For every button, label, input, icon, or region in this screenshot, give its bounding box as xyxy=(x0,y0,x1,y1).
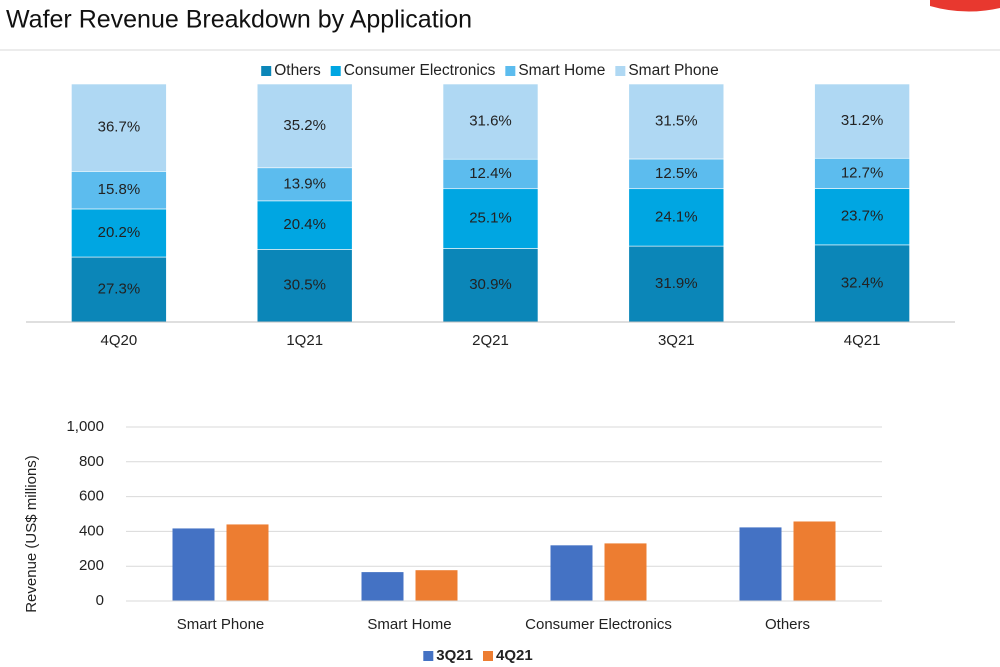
bar-segment xyxy=(814,157,910,189)
legend-label: Smart Home xyxy=(518,62,605,79)
logo xyxy=(930,0,1000,12)
legend-swatch xyxy=(423,651,434,661)
x-tick-label: 4Q20 xyxy=(101,332,138,349)
y-axis-label: Revenue (US$ millions) xyxy=(23,455,40,613)
bar xyxy=(793,521,836,601)
legend: Others Consumer Electronics Smart Home Smar… xyxy=(261,62,719,79)
bar-segment xyxy=(71,83,167,172)
legend-swatch xyxy=(483,651,493,661)
bar xyxy=(226,524,269,601)
bar xyxy=(550,545,593,601)
value-label: 31.5% xyxy=(655,112,698,129)
legend-swatch xyxy=(505,66,516,76)
legend-label: Others xyxy=(274,62,321,79)
bar-segment xyxy=(442,83,539,160)
bar-segment xyxy=(814,188,910,246)
x-tick-label: 2Q21 xyxy=(472,332,509,349)
bar-segment xyxy=(814,83,910,159)
bar-segment xyxy=(256,200,353,250)
x-tick-label: 1Q21 xyxy=(286,332,323,349)
bar-segment xyxy=(256,249,353,323)
bar-segment xyxy=(442,188,539,249)
bar-segment xyxy=(628,245,725,323)
value-label: 23.7% xyxy=(841,208,884,225)
bar xyxy=(415,570,458,601)
bar-segment xyxy=(442,158,539,190)
value-label: 30.5% xyxy=(283,277,326,294)
x-tick-label: 3Q21 xyxy=(658,332,695,349)
value-label: 13.9% xyxy=(283,175,326,192)
legend-swatch xyxy=(330,66,341,76)
y-tick-label: 400 xyxy=(79,522,104,539)
y-tick-label: 600 xyxy=(79,488,104,505)
legend-label: Consumer Electronics xyxy=(344,62,496,79)
legend-label: Smart Phone xyxy=(628,62,718,79)
value-label: 31.9% xyxy=(655,275,698,292)
slide-title: Wafer Revenue Breakdown by Application xyxy=(6,6,472,34)
value-label: 20.2% xyxy=(98,224,141,241)
bar xyxy=(361,572,404,601)
value-label: 25.1% xyxy=(469,210,512,227)
legend: 3Q21 4Q21 xyxy=(423,647,533,664)
bar xyxy=(739,527,782,601)
bar-segment xyxy=(628,188,725,247)
value-label: 35.2% xyxy=(283,117,326,134)
y-tick-label: 800 xyxy=(79,453,104,470)
y-tick-label: 0 xyxy=(96,592,104,609)
bar-segment xyxy=(256,83,353,169)
x-tick-label: 4Q21 xyxy=(844,332,881,349)
legend-swatch xyxy=(615,66,626,76)
x-tick-label: Smart Home xyxy=(367,616,451,633)
x-tick-label: Consumer Electronics xyxy=(525,616,672,633)
x-tick-label: Others xyxy=(765,616,810,633)
value-label: 12.5% xyxy=(655,165,698,182)
y-tick-label: 200 xyxy=(79,557,104,574)
legend-label: 3Q21 xyxy=(436,647,473,664)
bar xyxy=(172,528,215,601)
value-label: 27.3% xyxy=(98,280,141,297)
x-tick-label: Smart Phone xyxy=(177,616,265,633)
bar-segment xyxy=(256,167,353,202)
y-tick-label: 1,000 xyxy=(66,418,104,435)
bar-segment xyxy=(628,158,725,190)
bar-segment xyxy=(71,208,167,258)
value-label: 31.6% xyxy=(469,113,512,130)
bar-segment xyxy=(442,248,539,323)
value-label: 15.8% xyxy=(98,181,141,198)
legend-swatch xyxy=(261,66,272,76)
value-label: 20.4% xyxy=(283,216,326,233)
value-label: 30.9% xyxy=(469,276,512,293)
bar xyxy=(604,543,647,601)
value-label: 12.4% xyxy=(469,165,512,182)
value-label: 12.7% xyxy=(841,164,884,181)
value-label: 32.4% xyxy=(841,274,884,291)
value-label: 24.1% xyxy=(655,208,698,225)
bar-segment xyxy=(628,83,725,160)
value-label: 31.2% xyxy=(841,112,884,129)
legend-label: 4Q21 xyxy=(496,647,533,664)
value-label: 36.7% xyxy=(98,119,141,136)
